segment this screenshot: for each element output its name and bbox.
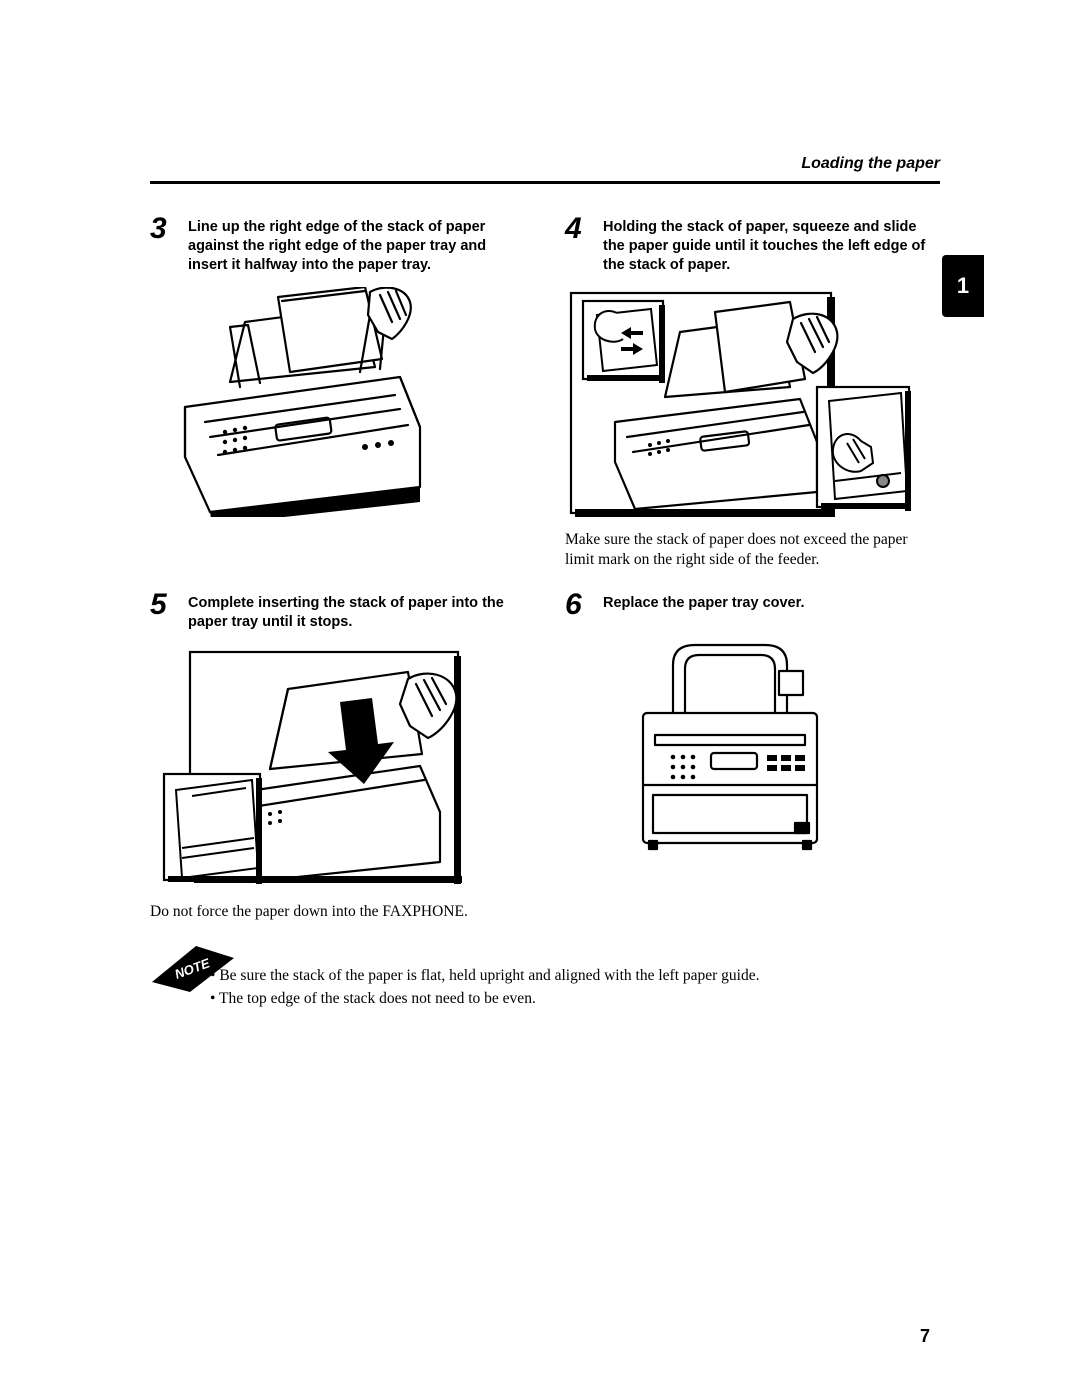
note-item-2: The top edge of the stack does not need … bbox=[210, 989, 940, 1010]
page-content: Loading the paper 1 3 Line up the right … bbox=[150, 155, 940, 1011]
step-5-caption: Do not force the paper down into the FAX… bbox=[150, 902, 525, 922]
col-step-3: 3 Line up the right edge of the stack of… bbox=[150, 214, 525, 584]
note-icon: NOTE bbox=[150, 944, 236, 999]
note-item-1: Be sure the stack of the paper is flat, … bbox=[210, 966, 940, 987]
step-5-number: 5 bbox=[150, 590, 178, 632]
note-list: Be sure the stack of the paper is flat, … bbox=[210, 966, 940, 1010]
step-6: 6 Replace the paper tray cover. bbox=[565, 590, 940, 620]
section-header: Loading the paper bbox=[150, 155, 940, 184]
step-5: 5 Complete inserting the stack of paper … bbox=[150, 590, 525, 632]
step-5-text: Complete inserting the stack of paper in… bbox=[188, 590, 525, 632]
page-number: 7 bbox=[920, 1326, 930, 1347]
row-steps-5-6: 5 Complete inserting the stack of paper … bbox=[150, 590, 940, 936]
row-steps-3-4: 3 Line up the right edge of the stack of… bbox=[150, 214, 940, 584]
step-4-text: Holding the stack of paper, squeeze and … bbox=[603, 214, 940, 275]
step-6-text: Replace the paper tray cover. bbox=[603, 590, 805, 620]
step-4-number: 4 bbox=[565, 214, 593, 275]
step-3-illustration bbox=[170, 287, 525, 517]
col-step-5: 5 Complete inserting the stack of paper … bbox=[150, 590, 525, 936]
step-5-illustration bbox=[160, 644, 525, 894]
step-3-text: Line up the right edge of the stack of p… bbox=[188, 214, 525, 275]
step-4-illustration bbox=[565, 287, 940, 522]
step-4-caption: Make sure the stack of paper does not ex… bbox=[565, 530, 940, 570]
col-step-6: 6 Replace the paper tray cover. bbox=[565, 590, 940, 936]
step-6-number: 6 bbox=[565, 590, 593, 620]
note-block: NOTE Be sure the stack of the paper is f… bbox=[150, 966, 940, 1010]
step-3: 3 Line up the right edge of the stack of… bbox=[150, 214, 525, 275]
chapter-tab: 1 bbox=[942, 255, 984, 317]
col-step-4: 4 Holding the stack of paper, squeeze an… bbox=[565, 214, 940, 584]
step-6-illustration bbox=[625, 635, 940, 853]
step-4: 4 Holding the stack of paper, squeeze an… bbox=[565, 214, 940, 275]
step-3-number: 3 bbox=[150, 214, 178, 275]
